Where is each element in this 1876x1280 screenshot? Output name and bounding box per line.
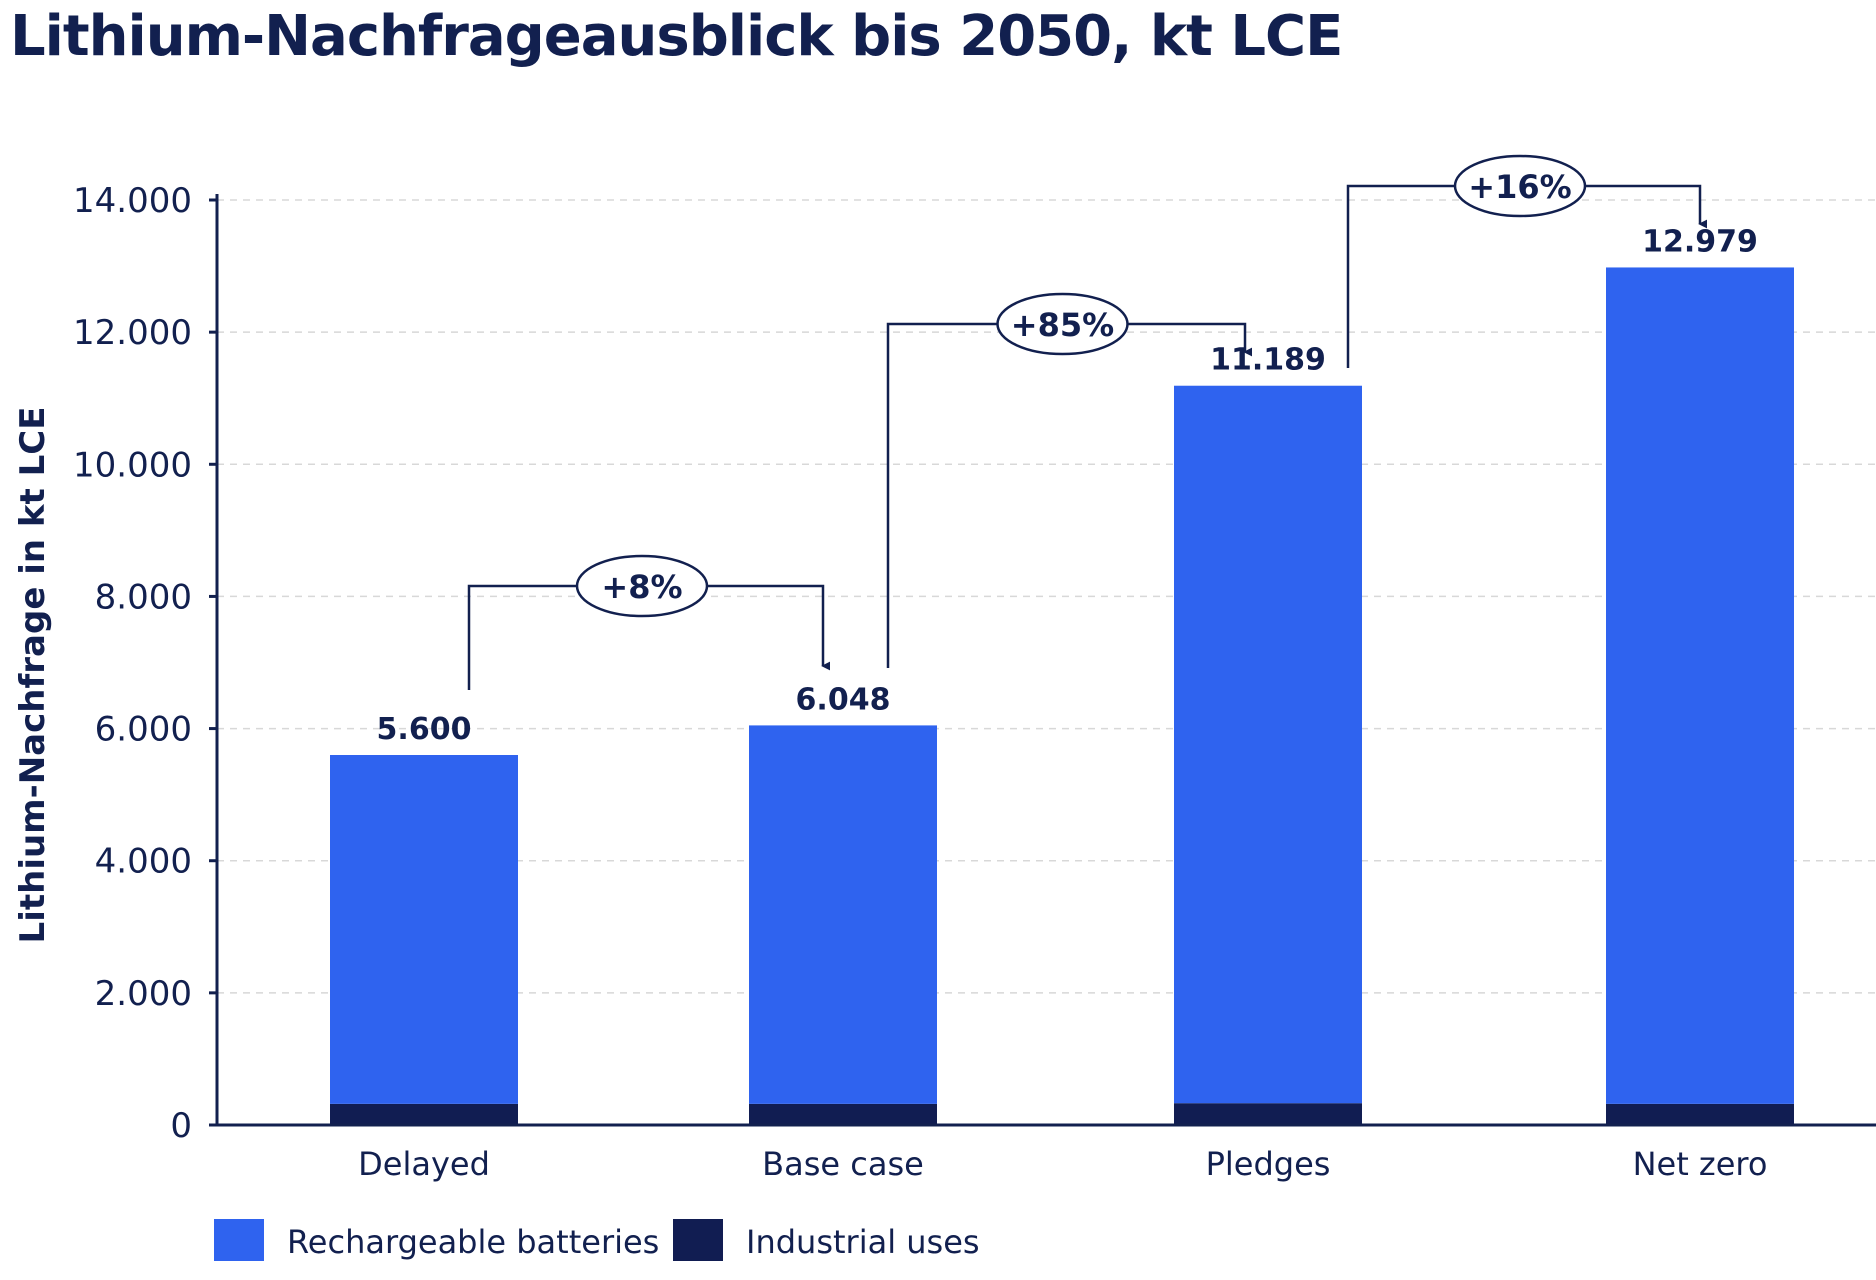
growth-annotations: +8% +85% +16% <box>467 154 1708 690</box>
growth-oval <box>996 292 1129 356</box>
y-tick-label: 14.000 <box>73 181 192 221</box>
bar-net-zero-rechargeable-batteries <box>1606 267 1794 1104</box>
bar-base-case-rechargeable-batteries <box>749 725 937 1104</box>
data-label-base-case: 6.048 <box>796 682 891 717</box>
legend-swatch-industrial-uses <box>673 1219 723 1261</box>
legend-swatch-rechargeable-batteries <box>214 1219 264 1261</box>
y-tick-label: 6.000 <box>95 710 192 750</box>
data-label-delayed: 5.600 <box>377 712 472 747</box>
y-tick-label: 2.000 <box>95 974 192 1014</box>
growth-oval <box>575 554 709 618</box>
x-tick-label-base-case: Base case <box>762 1145 924 1183</box>
data-label-net-zero: 12.979 <box>1642 224 1758 259</box>
growth-label: +16% <box>1468 168 1571 206</box>
growth-label: +85% <box>1011 306 1114 344</box>
bars: 5.600 6.048 11.189 12.979 <box>330 224 1794 1125</box>
data-label-pledges: 11.189 <box>1210 343 1326 378</box>
bar-delayed-rechargeable-batteries <box>330 755 518 1104</box>
bar-net-zero-industrial-uses <box>1606 1103 1794 1125</box>
chart-title: Lithium-Nachfrageausblick bis 2050, kt L… <box>10 4 1343 69</box>
growth-oval <box>1453 154 1587 218</box>
x-tick-label-delayed: Delayed <box>358 1145 490 1183</box>
y-tick-label: 4.000 <box>95 842 192 882</box>
legend-label-industrial-uses: Industrial uses <box>746 1223 980 1261</box>
bar-pledges-rechargeable-batteries <box>1174 385 1362 1104</box>
bar-delayed-industrial-uses <box>330 1103 518 1125</box>
y-tick-label: 8.000 <box>95 577 192 617</box>
x-tick-label-net-zero: Net zero <box>1633 1145 1768 1183</box>
axes: 0 2.000 4.000 6.000 8.000 10.000 12.000 14.000 D… <box>13 181 1876 1183</box>
y-tick-label: 12.000 <box>73 313 192 353</box>
bar-base-case-industrial-uses <box>749 1103 937 1125</box>
x-tick-label-pledges: Pledges <box>1206 1145 1331 1183</box>
y-axis-title: Lithium-Nachfrage in kt LCE <box>13 407 53 944</box>
bar-pledges-industrial-uses <box>1174 1103 1362 1125</box>
growth-label: +8% <box>601 568 682 606</box>
y-tick-label: 10.000 <box>73 445 192 485</box>
legend: Rechargeable batteries Industrial uses <box>214 1219 980 1261</box>
legend-label-rechargeable-batteries: Rechargeable batteries <box>287 1223 659 1261</box>
y-tick-label: 0 <box>170 1106 192 1146</box>
